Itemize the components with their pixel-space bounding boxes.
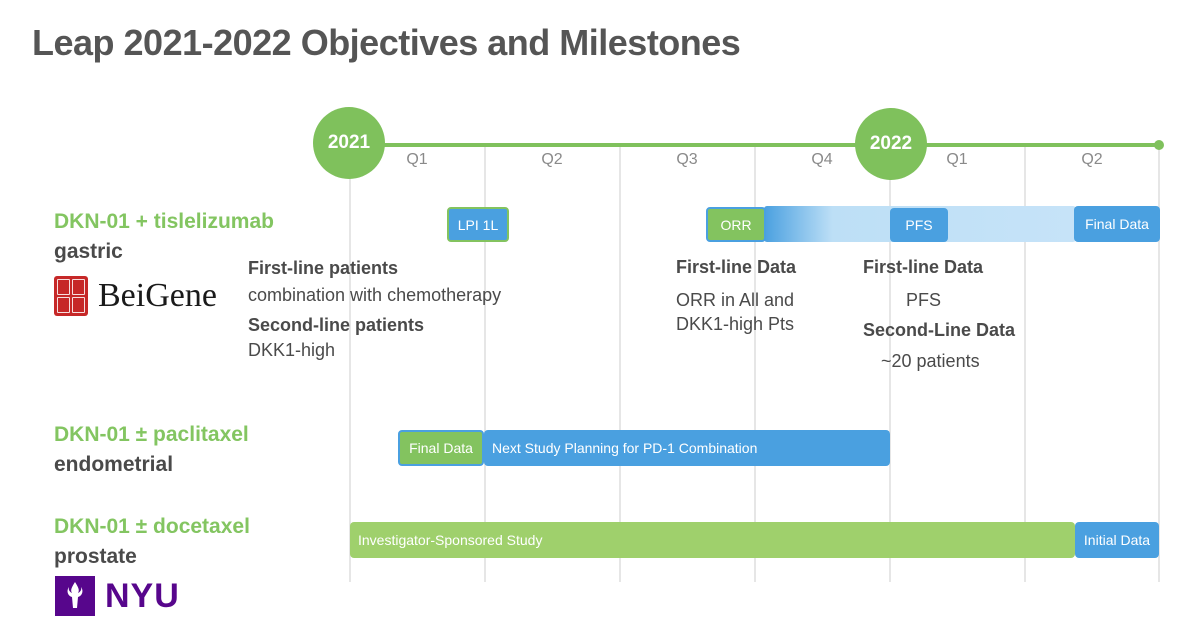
quarter-label: Q3	[676, 151, 698, 168]
note-pfs: PFS	[906, 290, 942, 310]
grid-line-2022-q1-start	[889, 145, 891, 582]
milestone-orr: ORR	[706, 207, 766, 242]
beigene-seal-icon	[54, 276, 88, 316]
timeline-end-dot	[1154, 140, 1164, 150]
program-indication-prostate: prostate	[54, 545, 137, 568]
milestone-next-study-planning: Next Study Planning for PD-1 Combination	[484, 430, 890, 466]
milestone-pfs: PFS	[890, 208, 948, 242]
milestone-lpi-1l: LPI 1L	[447, 207, 509, 242]
quarter-label: Q2	[541, 151, 563, 168]
beigene-logo: BeiGene	[54, 276, 217, 316]
nyu-torch-icon	[55, 576, 95, 616]
program-indication-gastric: gastric	[54, 240, 123, 263]
note-first-line-data-orr: First-line Data	[676, 257, 797, 277]
timeline-axis	[349, 143, 1161, 147]
milestone-initial-data: Initial Data	[1075, 522, 1159, 558]
quarter-label: Q2	[1081, 151, 1103, 168]
beigene-wordmark: BeiGene	[98, 277, 217, 314]
note-orr-line1: ORR in All and	[676, 290, 795, 310]
note-first-line-data-pfs: First-line Data	[863, 257, 984, 277]
page-title: Leap 2021-2022 Objectives and Milestones	[32, 22, 741, 63]
note-patients: ~20 patients	[881, 351, 980, 371]
milestone-final-data-gastric: Final Data	[1074, 206, 1160, 242]
program-drug-prostate: DKN-01 ± docetaxel	[54, 515, 250, 538]
nyu-logo: NYU	[55, 576, 180, 616]
note-orr-line2: DKK1-high Pts	[676, 314, 795, 334]
program-indication-endometrial: endometrial	[54, 453, 174, 476]
year-marker-2022: 2022	[855, 108, 927, 180]
grid-line-q1-start	[349, 145, 351, 582]
note-second-line-patients: Second-line patients	[248, 315, 425, 335]
year-marker-2021: 2021	[313, 107, 385, 179]
note-combination: combination with chemotherapy	[248, 285, 502, 305]
quarter-label: Q1	[406, 151, 428, 168]
note-dkk1-high: DKK1-high	[248, 340, 336, 360]
note-first-line-patients: First-line patients	[248, 258, 399, 278]
grid-line-q4-start	[754, 145, 756, 582]
grid-line-end	[1158, 145, 1160, 582]
grid-line-q3-start	[619, 145, 621, 582]
nyu-wordmark: NYU	[105, 576, 180, 615]
quarter-label: Q1	[946, 151, 968, 168]
note-second-line-data: Second-Line Data	[863, 320, 1016, 340]
program-drug-endometrial: DKN-01 ± paclitaxel	[54, 423, 249, 446]
program-drug-gastric: DKN-01 + tislelizumab	[54, 210, 274, 233]
milestone-investigator-sponsored-study: Investigator-Sponsored Study	[350, 522, 1075, 558]
grid-line-q2-start	[484, 145, 486, 582]
milestone-final-data-endometrial: Final Data	[398, 430, 484, 466]
grid-line-2022-q2-start	[1024, 145, 1026, 582]
quarter-label: Q4	[811, 151, 833, 168]
